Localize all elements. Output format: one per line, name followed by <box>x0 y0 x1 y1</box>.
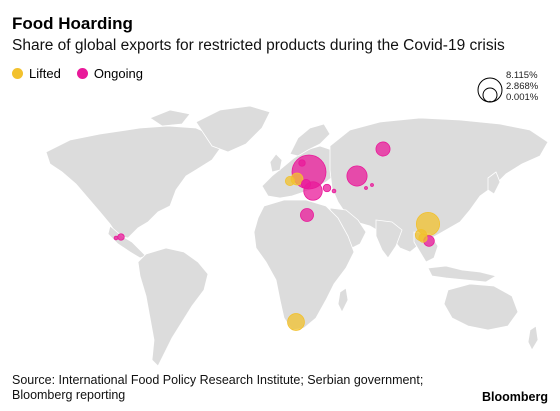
bubble-egypt <box>300 208 314 222</box>
bubble-turkey <box>322 183 332 193</box>
new-zealand-land <box>527 325 539 351</box>
legend-item-ongoing: Ongoing <box>76 66 143 81</box>
lifted-label: Lifted <box>29 66 61 81</box>
scandinavia-land <box>289 123 331 157</box>
ongoing-label: Ongoing <box>93 66 143 81</box>
size-legend-small-label: 0.001% <box>506 92 539 103</box>
bubble-kazakhstan <box>346 165 368 187</box>
size-legend-large-circle <box>477 77 503 103</box>
chart-title: Food Hoarding <box>12 14 133 33</box>
size-legend-large-label: 8.115% <box>506 70 538 81</box>
canadian-archipelago-land <box>149 109 191 127</box>
bubble-russia <box>375 141 391 157</box>
bubble-layer <box>113 141 441 331</box>
chart-subtitle: Share of global exports for restricted p… <box>12 37 505 54</box>
bubble-armenia <box>331 188 337 194</box>
india-land <box>375 219 403 259</box>
uk-land <box>269 153 283 173</box>
lifted-swatch <box>12 68 23 79</box>
north-america-land <box>45 125 223 239</box>
bubble-kyrgyzstan <box>370 183 374 187</box>
bubble-vietnam <box>415 211 441 237</box>
bubble-honduras <box>117 233 125 241</box>
size-legend-medium-label: 2.868% <box>506 81 539 92</box>
bubble-hungary <box>290 172 304 186</box>
africa-land <box>253 199 355 331</box>
indonesia-land <box>427 265 498 283</box>
bloomberg-logo: Bloomberg <box>482 390 548 404</box>
australia-land <box>443 283 519 331</box>
madagascar-land <box>337 287 349 313</box>
greenland-land <box>195 105 271 153</box>
size-legend-small-circle <box>489 100 491 103</box>
bubble-bulgaria <box>300 178 312 190</box>
legend-item-lifted: Lifted <box>12 66 61 81</box>
japan-land <box>487 171 501 195</box>
ongoing-swatch <box>76 68 88 79</box>
bubble-el-salvador <box>113 235 119 241</box>
size-legend <box>477 77 503 103</box>
bubble-belarus <box>298 159 306 167</box>
source-note: Source: International Food Policy Resear… <box>12 373 424 402</box>
bubble-south-africa <box>287 313 305 331</box>
world-map <box>45 105 549 367</box>
bubble-tajikistan <box>364 186 368 190</box>
bubble-thailand <box>418 233 428 243</box>
south-america-land <box>137 247 209 367</box>
color-legend: Lifted Ongoing <box>12 66 159 81</box>
